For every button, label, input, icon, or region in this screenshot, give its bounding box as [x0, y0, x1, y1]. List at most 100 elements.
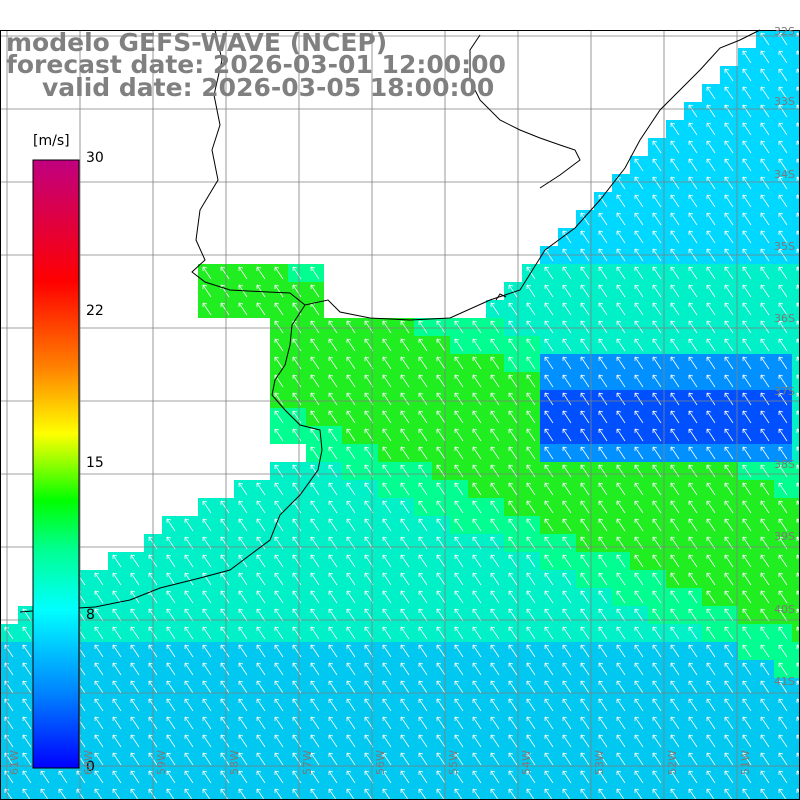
wind-arrow — [166, 608, 176, 622]
wind-arrow — [562, 500, 572, 514]
wind-arrow — [634, 320, 644, 334]
wind-arrow — [472, 572, 482, 586]
wind-arrow — [490, 554, 500, 568]
wind-arrow — [652, 266, 662, 280]
wind-arrow — [490, 716, 500, 730]
wind-arrow — [526, 752, 536, 766]
speed-cell — [180, 786, 198, 800]
wind-arrow — [670, 500, 680, 514]
wind-arrow — [616, 770, 626, 784]
wind-arrow — [472, 482, 482, 496]
speed-cell — [792, 102, 800, 120]
wind-arrow — [562, 770, 572, 784]
wind-arrow — [94, 644, 104, 658]
wind-arrow — [706, 572, 716, 586]
wind-arrow — [616, 680, 626, 694]
wind-arrow — [292, 770, 302, 784]
wind-arrow — [184, 608, 194, 622]
wind-arrow — [292, 284, 302, 298]
wind-arrow — [292, 644, 302, 658]
wind-arrow — [652, 626, 662, 640]
wind-arrow — [526, 464, 536, 478]
wind-arrow — [436, 734, 446, 748]
wind-arrow — [634, 392, 644, 406]
colorbar-tick-8: 8 — [86, 607, 95, 623]
wind-arrow — [742, 590, 752, 604]
wind-arrow — [544, 698, 554, 712]
wind-arrow — [94, 608, 104, 622]
wind-arrow — [724, 374, 734, 388]
wind-arrow — [346, 392, 356, 406]
wind-arrow — [508, 482, 518, 496]
wind-arrow — [526, 428, 536, 442]
wind-arrow — [616, 428, 626, 442]
wind-arrow — [292, 734, 302, 748]
wind-arrow — [94, 734, 104, 748]
wind-arrow — [598, 770, 608, 784]
wind-arrow — [760, 140, 770, 154]
wind-arrow — [634, 266, 644, 280]
wind-arrow — [94, 752, 104, 766]
wind-arrow — [652, 590, 662, 604]
wind-arrow — [778, 104, 788, 118]
wind-arrow — [706, 482, 716, 496]
wind-arrow — [436, 698, 446, 712]
wind-arrow — [616, 752, 626, 766]
wind-arrow — [346, 716, 356, 730]
wind-arrow — [544, 392, 554, 406]
wind-arrow — [472, 338, 482, 352]
wind-arrows — [4, 32, 800, 800]
wind-arrow — [184, 572, 194, 586]
wind-arrow — [580, 662, 590, 676]
wind-arrow — [238, 302, 248, 316]
wind-arrow — [508, 374, 518, 388]
wind-arrow — [670, 626, 680, 640]
wind-arrow — [490, 626, 500, 640]
wind-arrow — [184, 590, 194, 604]
wind-arrow — [724, 464, 734, 478]
wind-arrow — [616, 644, 626, 658]
wind-arrow — [598, 338, 608, 352]
wind-arrow — [472, 590, 482, 604]
wind-arrow — [418, 626, 428, 640]
wind-arrow — [580, 338, 590, 352]
wind-arrow — [508, 410, 518, 424]
speed-cell — [378, 786, 396, 800]
wind-arrow — [238, 752, 248, 766]
wind-arrow — [490, 446, 500, 460]
wind-arrow — [310, 284, 320, 298]
wind-arrow — [292, 518, 302, 532]
wind-arrow — [634, 680, 644, 694]
wind-arrow — [310, 680, 320, 694]
wind-arrow — [724, 302, 734, 316]
wind-arrow — [580, 698, 590, 712]
wind-arrow — [202, 662, 212, 676]
wind-arrow — [418, 446, 428, 460]
wind-arrow — [490, 392, 500, 406]
wind-arrow — [706, 734, 716, 748]
wind-arrow — [346, 320, 356, 334]
title-forecast-date: forecast date: 2026-03-01 12:00:00 — [6, 50, 506, 79]
wind-arrow — [274, 644, 284, 658]
wind-arrow — [436, 662, 446, 676]
wind-arrow — [724, 752, 734, 766]
wind-arrow — [760, 662, 770, 676]
wind-arrow — [310, 752, 320, 766]
wind-arrow — [598, 428, 608, 442]
wind-arrow — [292, 698, 302, 712]
wind-arrow — [742, 716, 752, 730]
wind-arrow — [490, 410, 500, 424]
wind-arrow — [778, 374, 788, 388]
wind-arrow — [562, 266, 572, 280]
wind-arrow — [724, 680, 734, 694]
wind-arrow — [742, 50, 752, 64]
wind-arrow — [526, 716, 536, 730]
graticule — [0, 30, 800, 800]
wind-arrow — [238, 662, 248, 676]
wind-arrow — [454, 554, 464, 568]
wind-arrow — [328, 644, 338, 658]
wind-arrow — [166, 590, 176, 604]
wind-arrow — [760, 158, 770, 172]
wind-arrow — [778, 680, 788, 694]
wind-arrow — [490, 464, 500, 478]
